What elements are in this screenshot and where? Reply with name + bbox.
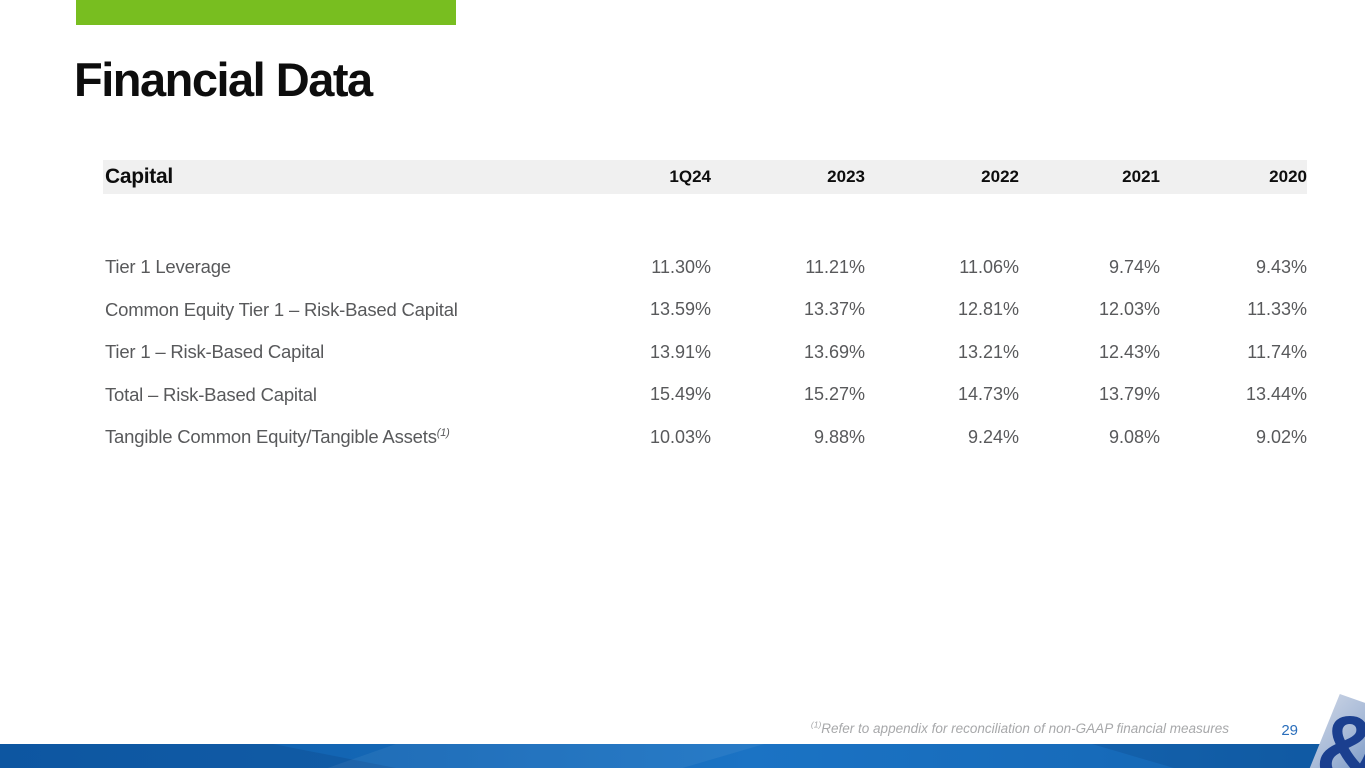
bottom-bar: [0, 744, 1365, 768]
row-label: Tier 1 – Risk-Based Capital: [103, 341, 557, 363]
cell-value: 10.03%: [649, 426, 711, 447]
cell-value: 13.21%: [957, 341, 1019, 362]
row-label-text: Total – Risk-Based Capital: [105, 383, 317, 405]
cell-value: 15.27%: [803, 384, 865, 405]
footnote: (1)Refer to appendix for reconciliation …: [810, 719, 1229, 736]
row-label-superscript: (1): [436, 427, 450, 440]
row-label-text: Tier 1 – Risk-Based Capital: [105, 341, 325, 363]
cell-value: 9.24%: [967, 426, 1019, 447]
cell-value: 11.33%: [1247, 299, 1307, 320]
table-spacer: [103, 194, 1307, 246]
cell-value: 13.79%: [1098, 384, 1160, 405]
table-title: Capital: [105, 165, 173, 188]
column-header-2022: 2022: [981, 167, 1019, 186]
cell-value: 15.49%: [649, 384, 711, 405]
table-row: Tangible Common Equity/Tangible Assets(1…: [103, 416, 1307, 459]
bar-diagonal-shape: [327, 744, 765, 768]
cell-value: 12.43%: [1098, 341, 1160, 362]
table-row: Tier 1 – Risk-Based Capital 13.91% 13.69…: [103, 331, 1307, 374]
cell-value: 9.88%: [813, 426, 865, 447]
footnote-text: Refer to appendix for reconciliation of …: [821, 721, 1229, 736]
cell-value: 11.30%: [651, 256, 711, 277]
table-row: Common Equity Tier 1 – Risk-Based Capita…: [103, 289, 1307, 332]
table-row: Tier 1 Leverage 11.30% 11.21% 11.06% 9.7…: [103, 246, 1307, 289]
column-header-2021: 2021: [1122, 167, 1160, 186]
company-logo: &: [1299, 690, 1365, 768]
ampersand-logo-icon: &: [1316, 702, 1365, 768]
cell-value: 9.43%: [1255, 256, 1307, 277]
page-title: Financial Data: [74, 53, 373, 106]
table-row: Total – Risk-Based Capital 15.49% 15.27%…: [103, 374, 1307, 417]
cell-value: 11.74%: [1247, 341, 1307, 362]
cell-value: 13.69%: [803, 341, 865, 362]
cell-value: 11.06%: [959, 256, 1019, 277]
row-label: Tangible Common Equity/Tangible Assets(1…: [103, 426, 557, 448]
row-label-text: Tangible Common Equity/Tangible Assets: [105, 426, 437, 448]
accent-bar: [76, 0, 456, 25]
cell-value: 13.44%: [1245, 384, 1307, 405]
cell-value: 13.37%: [803, 299, 865, 320]
cell-value: 11.21%: [805, 256, 865, 277]
footnote-marker: (1): [810, 719, 822, 730]
column-header-1q24: 1Q24: [669, 167, 711, 186]
page-number: 29: [1281, 722, 1298, 739]
row-label-text: Tier 1 Leverage: [105, 256, 231, 278]
column-header-2020: 2020: [1269, 167, 1307, 186]
cell-value: 13.91%: [649, 341, 711, 362]
cell-value: 13.59%: [649, 299, 711, 320]
cell-value: 9.74%: [1108, 256, 1160, 277]
row-label: Tier 1 Leverage: [103, 256, 557, 278]
cell-value: 9.08%: [1108, 426, 1160, 447]
row-label: Common Equity Tier 1 – Risk-Based Capita…: [103, 299, 557, 321]
table-header-row: Capital 1Q24 2023 2022 2021 2020: [103, 160, 1307, 194]
cell-value: 12.81%: [957, 299, 1019, 320]
row-label: Total – Risk-Based Capital: [103, 384, 557, 406]
column-header-2023: 2023: [827, 167, 865, 186]
cell-value: 9.02%: [1255, 426, 1307, 447]
capital-table: Capital 1Q24 2023 2022 2021 2020 Tier 1 …: [103, 160, 1307, 459]
row-label-text: Common Equity Tier 1 – Risk-Based Capita…: [105, 298, 458, 320]
cell-value: 14.73%: [957, 384, 1019, 405]
cell-value: 12.03%: [1098, 299, 1160, 320]
